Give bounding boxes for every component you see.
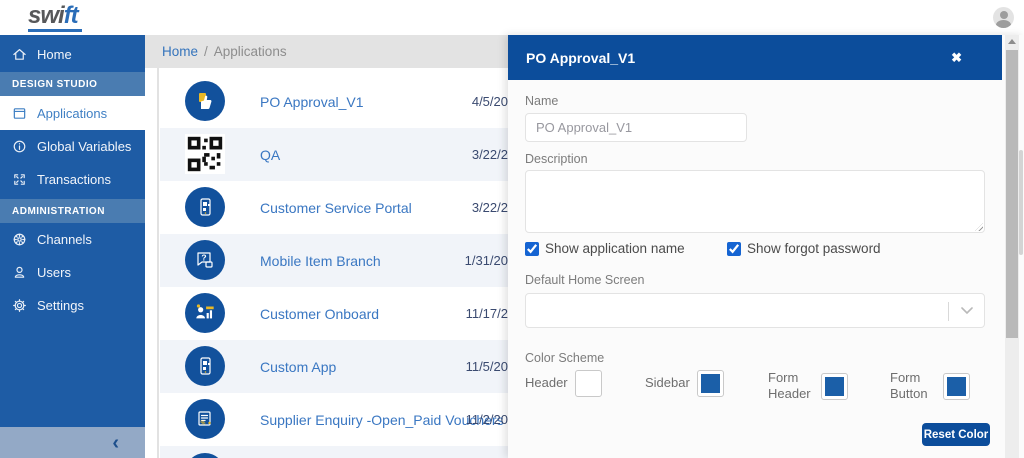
description-label: Description <box>525 152 588 166</box>
channels-icon <box>12 232 27 247</box>
scrollbar-thumb[interactable] <box>1006 50 1018 338</box>
home-icon <box>12 47 27 62</box>
svg-text:%: % <box>201 421 206 427</box>
chevron-down-icon <box>961 307 973 315</box>
application-name-link[interactable]: Customer Service Portal <box>260 199 412 216</box>
checkbox-label: Show forgot password <box>747 241 881 256</box>
application-name-link[interactable]: PO Approval_V1 <box>260 93 364 110</box>
application-date: 11/2/20 <box>465 412 508 427</box>
application-name-link[interactable]: Custom App <box>260 358 337 375</box>
chat-question-icon: ? <box>185 240 225 280</box>
sidebar-item-label: Settings <box>37 298 84 313</box>
sidebar-item-transactions[interactable]: Transactions <box>0 163 145 196</box>
checkbox-show-forgot-password[interactable]: Show forgot password <box>727 241 881 256</box>
sidebar-item-label: Channels <box>37 232 92 247</box>
list-left-scroll-track <box>157 68 159 458</box>
description-textarea[interactable] <box>525 170 985 233</box>
application-name-link[interactable]: Supplier Enquiry -Open_Paid Vouchers <box>260 411 504 428</box>
application-date: 11/5/20 <box>465 359 508 374</box>
sidebar-item-users[interactable]: Users <box>0 256 145 289</box>
checkbox-show-application-name[interactable]: Show application name <box>525 241 685 256</box>
application-date: 4/5/20 <box>471 94 508 109</box>
sidebar-item-settings[interactable]: Settings <box>0 289 145 322</box>
application-name-link[interactable]: Mobile Item Branch <box>260 252 381 269</box>
avatar-head-icon <box>999 10 1008 19</box>
invoice-icon: % <box>185 399 225 439</box>
color-picker[interactable] <box>574 370 602 397</box>
sidebar-section-design-studio: DESIGN STUDIO <box>0 72 145 96</box>
application-name-link[interactable]: QA <box>260 146 281 163</box>
name-input[interactable] <box>525 113 747 142</box>
applications-icon <box>12 106 27 121</box>
panel-title: PO Approval_V1 <box>526 49 636 66</box>
sidebar-item-label: Home <box>37 46 72 62</box>
checkbox-input[interactable] <box>727 241 741 256</box>
color-scheme-row: Header Sidebar Form Header Form Button <box>525 370 995 418</box>
users-icon <box>12 265 27 280</box>
breadcrumb-current: Applications <box>213 44 287 59</box>
color-picker[interactable] <box>696 370 724 397</box>
overlay-scrollbar-thumb[interactable] <box>1019 150 1023 255</box>
checkbox-row: Show application name Show forgot passwor… <box>525 241 995 259</box>
color-swatch-sidebar: Sidebar <box>645 370 724 397</box>
mobile-icon <box>185 187 225 227</box>
sidebar-item-label: Transactions <box>37 172 111 187</box>
swatch-label: Form Header <box>768 370 811 402</box>
application-date: 3/22/2 <box>471 147 508 162</box>
user-avatar[interactable] <box>993 7 1014 28</box>
sidebar-item-label: Users <box>37 265 71 280</box>
color-swatch-form-header: Form Header <box>768 370 848 403</box>
close-icon[interactable]: ✖ <box>951 49 962 65</box>
application-date: 3/22/2 <box>471 200 508 215</box>
svg-text:?: ? <box>201 253 206 263</box>
sidebar-item-global-variables[interactable]: Global Variables <box>0 130 145 163</box>
sidebar-collapse-bar[interactable]: ‹ <box>0 427 145 458</box>
swatch-label: Form Button <box>890 370 928 402</box>
application-date: 11/17/2 <box>465 306 508 321</box>
avatar-body-icon <box>996 19 1011 28</box>
swift-logo[interactable]: swift <box>28 3 82 32</box>
color-scheme-label: Color Scheme <box>525 351 605 365</box>
transactions-icon <box>12 172 27 187</box>
top-bar: swift <box>0 0 1024 35</box>
scroll-up-icon[interactable] <box>1005 35 1019 48</box>
color-picker[interactable] <box>943 372 970 400</box>
application-icon <box>185 453 225 458</box>
application-name-link[interactable]: Customer Onboard <box>260 305 380 322</box>
reset-color-button[interactable]: Reset Color <box>922 423 990 446</box>
qr-code-icon <box>185 134 225 174</box>
color-picker[interactable] <box>821 372 848 400</box>
thumbs-up-icon <box>185 81 225 121</box>
sidebar-item-channels[interactable]: Channels <box>0 223 145 256</box>
info-icon <box>12 139 27 154</box>
sidebar-item-applications[interactable]: Applications <box>0 96 145 130</box>
default-home-label: Default Home Screen <box>525 273 645 287</box>
application-detail-panel: PO Approval_V1 ✖ Name Description Show a… <box>508 35 1024 458</box>
color-swatch-header: Header <box>525 370 602 397</box>
sidebar-item-home[interactable]: Home <box>0 39 145 69</box>
swatch-label: Header <box>525 375 568 391</box>
sidebar: Home DESIGN STUDIO Applications Global Vari… <box>0 35 145 458</box>
breadcrumb-home-link[interactable]: Home <box>162 44 199 59</box>
sidebar-item-label: Applications <box>37 105 108 121</box>
panel-scrollbar[interactable] <box>1005 35 1019 458</box>
sidebar-item-label: Global Variables <box>37 139 132 154</box>
name-label: Name <box>525 94 559 108</box>
default-home-select[interactable] <box>525 293 985 328</box>
checkbox-label: Show application name <box>545 241 685 256</box>
sidebar-section-administration: ADMINISTRATION <box>0 199 145 223</box>
color-swatch-form-button: Form Button <box>890 370 970 403</box>
checkbox-input[interactable] <box>525 241 539 256</box>
mobile-icon <box>185 346 225 386</box>
application-date: 1/31/20 <box>464 253 508 268</box>
panel-header: PO Approval_V1 ✖ <box>508 35 1002 80</box>
breadcrumb-separator: / <box>204 44 208 59</box>
person-chart-icon <box>185 293 225 333</box>
settings-icon <box>12 298 27 313</box>
select-divider <box>948 302 949 321</box>
chevron-left-icon[interactable]: ‹ <box>112 431 119 454</box>
swatch-label: Sidebar <box>645 375 690 391</box>
